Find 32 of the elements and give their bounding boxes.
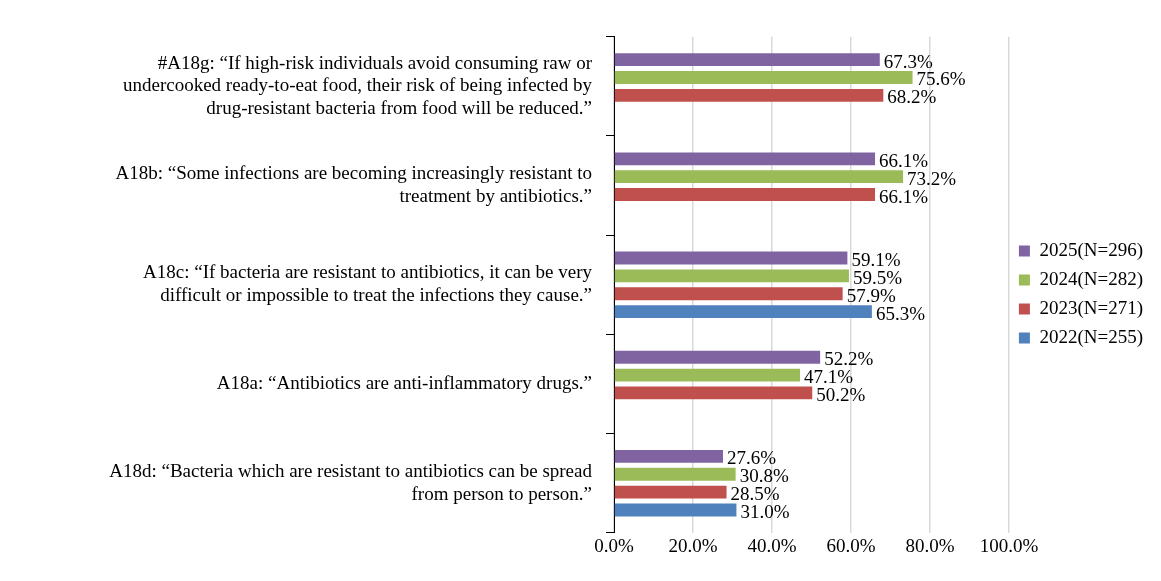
legend-label: 2025(N=296) — [1039, 238, 1143, 261]
x-tick-label: 20.0% — [668, 535, 718, 557]
x-tick-label: 40.0% — [747, 535, 797, 557]
y-tick-label: A18b: “Some infections are becoming increasingly resistant to treatment by antibiotics.” — [115, 162, 592, 206]
x-tick-label: 100.0% — [979, 535, 1039, 557]
y-tick-label: #A18g: “If high-risk individuals avoid consuming raw or undercooked ready-to-eat food, their risk of being infected by drug-resistant bacteria from food will be reduced.” — [122, 51, 593, 119]
bar — [614, 251, 848, 265]
bar — [614, 485, 727, 499]
bar — [614, 170, 904, 184]
bar — [614, 449, 723, 463]
bar — [614, 368, 800, 382]
bar — [614, 188, 876, 201]
bar — [614, 467, 736, 481]
bar — [614, 350, 821, 364]
bar — [614, 503, 737, 517]
bar — [614, 287, 843, 301]
legend-label: 2024(N=282) — [1039, 267, 1143, 290]
bar — [614, 53, 880, 67]
x-tick-label: 0.0% — [594, 535, 634, 557]
legend-label: 2023(N=271) — [1039, 296, 1143, 319]
bar — [614, 269, 849, 283]
y-tick-label: A18a: “Antibiotics are anti-inflammatory drugs.” — [216, 371, 592, 393]
y-tick-label: A18c: “If bacteria are resistant to antibiotics, it can be very difficult or impossible to treat the infections they cause.” — [143, 261, 593, 306]
legend-label: 2022(N=255) — [1039, 325, 1143, 348]
bar — [614, 386, 813, 400]
bar — [614, 88, 884, 102]
x-tick-label: 60.0% — [826, 535, 876, 557]
x-tick-label: 80.0% — [905, 535, 955, 557]
bar — [614, 305, 872, 319]
bar — [614, 152, 876, 166]
y-tick-label: A18d: “Bacteria which are resistant to antibiotics can be spread from person to person.” — [109, 459, 593, 504]
bar — [614, 71, 913, 84]
